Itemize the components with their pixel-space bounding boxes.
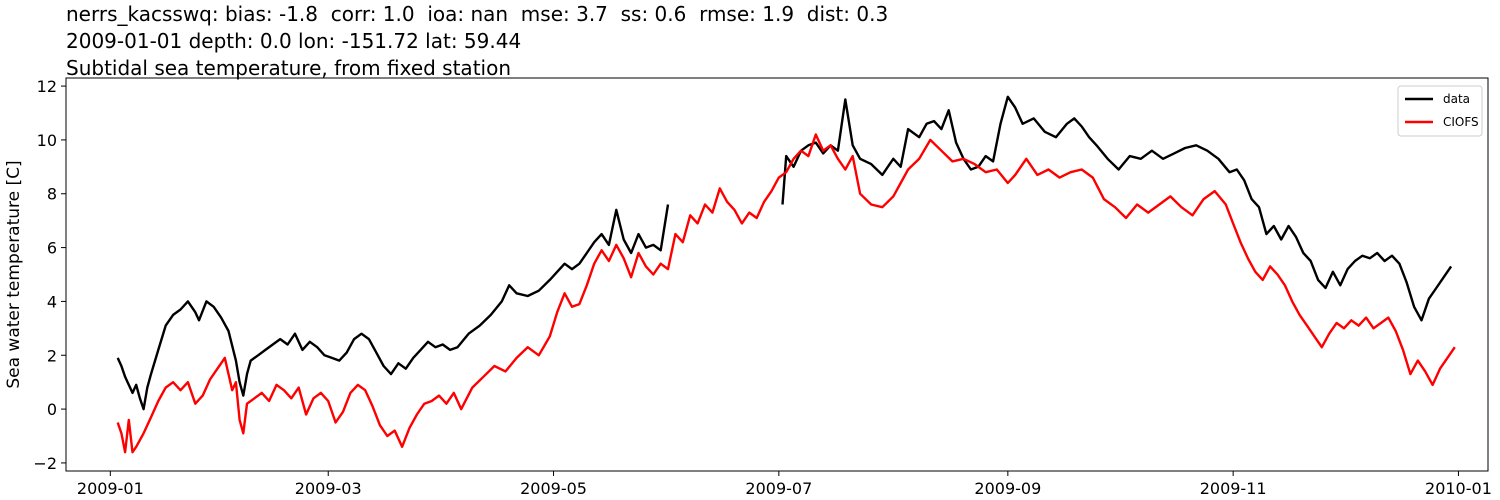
x-tick-label: 2009-07 [745, 479, 812, 498]
y-tick-label: −2 [33, 454, 57, 473]
plot-area [116, 95, 1456, 454]
y-tick-label: 10 [37, 131, 57, 150]
x-tick-label: 2009-09 [974, 479, 1041, 498]
x-tick-label: 2010-01 [1425, 479, 1492, 498]
y-tick-label: 8 [47, 185, 57, 204]
title-description-line: Subtidal sea temperature, from fixed sta… [66, 56, 511, 80]
y-axis-label: Sea water temperature [C] [4, 160, 24, 388]
y-axis: −2 0 2 4 6 8 10 12 [33, 77, 66, 473]
title-stats-line: nerrs_kacsswq: bias: -1.8 corr: 1.0 ioa:… [66, 2, 889, 26]
legend-label-ciofs: CIOFS [1443, 115, 1479, 129]
title-location-line: 2009-01-01 depth: 0.0 lon: -151.72 lat: … [66, 29, 522, 53]
legend: data CIOFS [1397, 85, 1483, 137]
y-tick-label: 4 [47, 292, 57, 311]
plot-frame [65, 77, 1489, 472]
series-line-ciofs-1 [116, 133, 1456, 454]
series-line-data-2 [781, 95, 1453, 322]
legend-label-data: data [1443, 92, 1470, 106]
x-tick-label: 2009-05 [520, 479, 587, 498]
series-line-data-1 [116, 204, 670, 411]
chart-title: nerrs_kacsswq: bias: -1.8 corr: 1.0 ioa:… [66, 1, 888, 82]
y-tick-label: 2 [47, 346, 57, 365]
x-tick-label: 2009-01 [77, 479, 144, 498]
y-tick-label: 12 [37, 77, 57, 96]
y-tick-label: 0 [47, 400, 57, 419]
y-tick-label: 6 [47, 239, 57, 258]
x-axis: 2009-01 2009-03 2009-05 2009-07 2009-09 2009-… [77, 471, 1492, 498]
x-tick-label: 2009-11 [1200, 479, 1267, 498]
x-tick-label: 2009-03 [295, 479, 362, 498]
